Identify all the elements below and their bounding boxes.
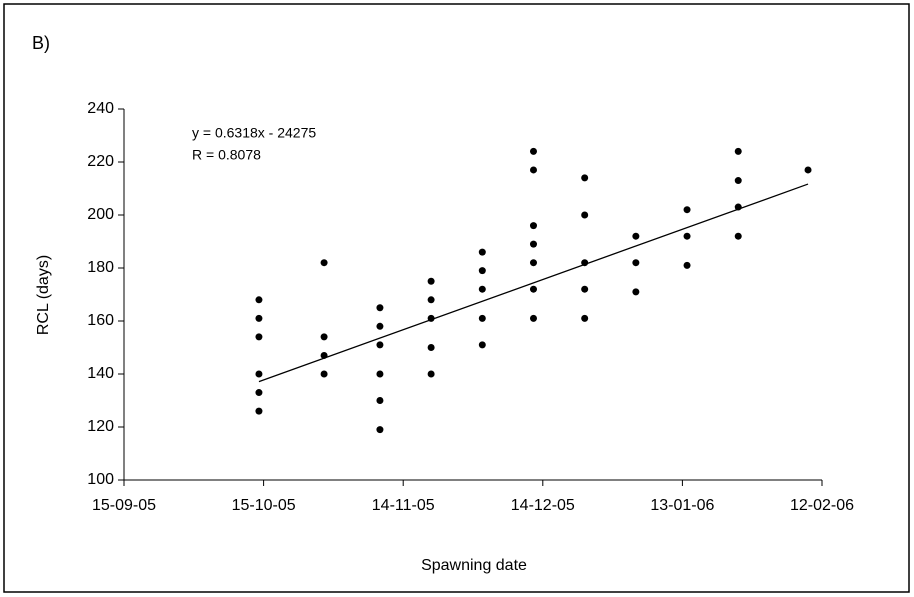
point — [427, 344, 435, 351]
y-axis-label: RCL (days) — [35, 255, 52, 335]
point — [581, 314, 589, 322]
point — [804, 166, 812, 174]
point — [529, 259, 537, 267]
trendline — [258, 183, 809, 383]
point — [255, 296, 263, 304]
point — [478, 314, 486, 322]
point — [376, 370, 384, 378]
x-tick-label: 14-12-05 — [511, 497, 575, 514]
point — [376, 304, 384, 312]
point — [478, 285, 486, 293]
point — [683, 232, 691, 240]
point — [320, 370, 328, 378]
y-tick-label: 220 — [87, 153, 114, 170]
point — [581, 174, 589, 182]
point — [529, 222, 537, 230]
point — [632, 288, 640, 296]
point — [320, 259, 328, 267]
x-tick-label: 15-09-05 — [92, 497, 156, 514]
point — [529, 285, 537, 293]
point — [320, 333, 328, 341]
point — [581, 285, 589, 293]
point — [683, 206, 691, 214]
point — [255, 333, 263, 341]
y-tick-label: 100 — [87, 471, 114, 488]
x-tick-label: 14-11-05 — [372, 497, 435, 514]
point — [255, 314, 263, 322]
point — [581, 211, 589, 219]
point — [376, 426, 384, 434]
y-tick-label: 120 — [87, 418, 114, 435]
frame — [3, 3, 910, 593]
y-tick-label: 180 — [87, 259, 114, 276]
y-tick-label: 160 — [87, 312, 114, 329]
point — [478, 267, 486, 275]
point — [427, 296, 435, 304]
x-axis-label: Spawning date — [421, 557, 527, 574]
r-value: R = 0.8078 — [192, 147, 261, 163]
point — [255, 407, 263, 415]
point — [529, 147, 537, 155]
point — [255, 389, 263, 397]
point — [734, 147, 742, 155]
point — [529, 314, 537, 322]
y-tick-label: 200 — [87, 206, 114, 223]
panel-label: B) — [32, 33, 50, 53]
y-tick-label: 140 — [87, 365, 114, 382]
point — [478, 248, 486, 256]
point — [427, 277, 435, 285]
point — [632, 259, 640, 267]
trend-equation: y = 0.6318x - 24275 — [192, 125, 316, 141]
point — [427, 370, 435, 378]
point — [734, 232, 742, 240]
x-tick-label: 15-10-05 — [232, 497, 296, 514]
point — [632, 232, 640, 240]
point — [529, 240, 537, 248]
x-tick-label: 13-01-06 — [650, 497, 714, 514]
point — [376, 322, 384, 330]
point — [376, 397, 384, 404]
point — [376, 341, 384, 349]
point — [255, 370, 263, 378]
point — [683, 261, 691, 269]
x-tick-label: 12-02-06 — [790, 497, 854, 514]
point — [478, 341, 486, 349]
y-tick-label: 240 — [87, 100, 114, 117]
point — [529, 166, 537, 174]
point — [734, 177, 742, 185]
